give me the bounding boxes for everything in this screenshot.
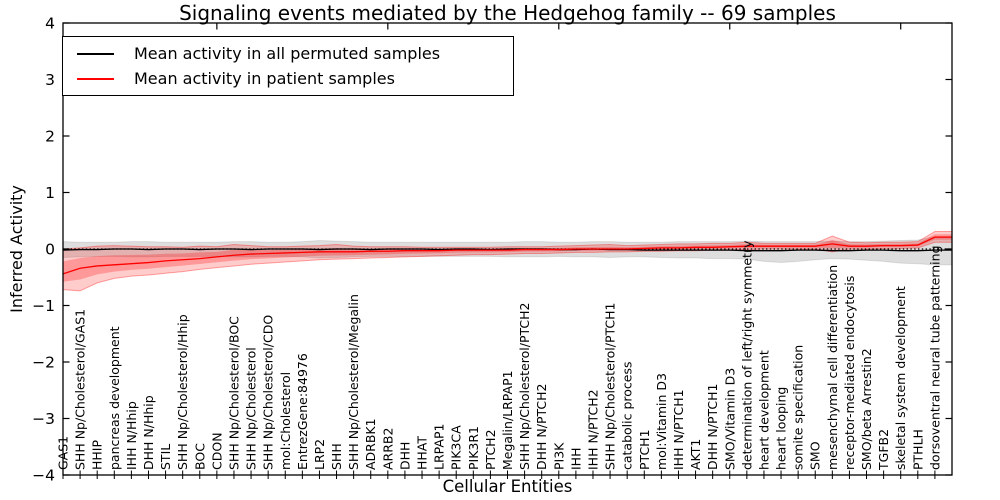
x-category-label: IHH N/PTCH2 (585, 389, 600, 470)
x-category-label: PIK3R1 (466, 426, 481, 470)
x-category-label: skeletal system development (893, 286, 908, 470)
x-category-label: LRP2 (312, 439, 327, 470)
x-category-label: IHH N/Hhip (124, 401, 139, 470)
x-axis-label: Cellular Entities (442, 477, 573, 496)
x-category-label: determination of left/right symmetry (739, 240, 754, 470)
x-category-label: SMO/Vitamin D3 (722, 368, 737, 470)
x-category-label: ARRB2 (380, 428, 395, 470)
x-category-label: IHH N/PTCH1 (671, 389, 686, 470)
x-category-label: TGFB2 (876, 429, 891, 471)
x-category-label: PTCH2 (483, 429, 498, 470)
x-category-label: HHAT (415, 436, 430, 470)
x-category-label: LRPAP1 (432, 424, 447, 470)
x-category-label: SHH Np/Cholesterol/GAS1 (73, 309, 88, 470)
x-category-label: Megalin/LRPAP1 (500, 370, 515, 470)
y-tick-label: −4 (32, 467, 55, 485)
permuted-mean-line (62, 248, 952, 252)
y-tick-label: −3 (32, 410, 55, 428)
x-category-label: dorsoventral neural tube patterning (927, 246, 942, 471)
patient-line-swatch (77, 77, 114, 80)
x-category-label: PTHLH (910, 429, 925, 470)
x-category-label: somite specification (791, 345, 806, 470)
legend-label-patient: Mean activity in patient samples (134, 69, 395, 88)
y-tick-label: −2 (32, 354, 55, 372)
x-category-label: catabolic process (620, 361, 635, 470)
x-category-label: SMO/beta Arrestin2 (859, 348, 874, 470)
x-category-label: SHH Np/Cholesterol/BOC (226, 316, 241, 470)
y-tick-label: −1 (32, 297, 55, 315)
patient-mean-line (62, 236, 952, 275)
x-category-label: SHH (329, 443, 344, 470)
x-category-label: PI3K (551, 442, 566, 470)
x-category-label: PTCH1 (637, 429, 652, 470)
legend-label-permuted: Mean activity in all permuted samples (134, 44, 441, 63)
x-category-label: HHIP (90, 440, 105, 470)
x-category-label: receptor-mediated endocytosis (842, 276, 857, 470)
x-category-label: heart development (756, 350, 771, 470)
y-tick-label: 0 (45, 241, 55, 259)
x-category-label: SHH Np/Cholesterol/PTCH2 (517, 303, 532, 471)
x-category-label: DHH N/PTCH2 (534, 384, 549, 470)
y-tick-label: 1 (45, 184, 55, 202)
x-category-label: DHH (397, 442, 412, 470)
legend: Mean activity in all permuted samples Me… (62, 36, 514, 96)
y-axis-label: Inferred Activity (7, 185, 26, 313)
x-category-label: BOC (192, 443, 207, 470)
x-category-label: mol:Vitamin D3 (654, 373, 669, 470)
y-tick-label: 3 (45, 71, 55, 89)
legend-item-permuted: Mean activity in all permuted samples (77, 44, 513, 63)
x-category-label: mesenchymal cell differentiation (825, 265, 840, 470)
y-tick-label: 4 (45, 15, 55, 33)
x-category-label: AKT1 (688, 439, 703, 470)
x-category-label: heart looping (774, 387, 789, 470)
chart-title: Signaling events mediated by the Hedgeho… (179, 1, 836, 25)
x-category-label: mol:Cholesterol (278, 372, 293, 470)
x-category-label: SMO (808, 441, 823, 470)
x-category-label: EntrezGene:84976 (295, 353, 310, 470)
x-category-label: ADRBK1 (363, 418, 378, 470)
x-category-label: SHH Np/Cholesterol/PTCH1 (603, 303, 618, 471)
x-category-label: SHH Np/Cholesterol/Hhip (175, 314, 190, 470)
x-category-label: PIK3CA (449, 425, 464, 470)
x-category-label: STIL (158, 444, 173, 470)
x-category-label: DHH N/PTCH1 (705, 384, 720, 470)
x-category-label: SHH Np/Cholesterol/Megalin (346, 294, 361, 470)
legend-item-patient: Mean activity in patient samples (77, 69, 513, 88)
x-category-label: SHH Np/Cholesterol/CDO (261, 315, 276, 470)
x-category-label: SHH Np/Cholesterol (244, 347, 259, 470)
permuted-line-swatch (77, 52, 114, 55)
x-category-label: IHH (568, 448, 583, 471)
y-tick-label: 2 (45, 128, 55, 146)
x-category-label: CDON (209, 432, 224, 470)
x-category-label: pancreas development (107, 326, 122, 470)
x-category-label: DHH N/Hhip (141, 395, 156, 470)
